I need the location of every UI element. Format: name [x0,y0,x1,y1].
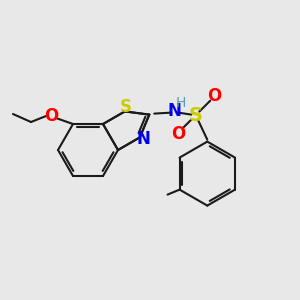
Text: O: O [171,124,185,142]
Text: S: S [188,106,202,125]
Text: N: N [137,130,151,148]
Text: O: O [207,87,221,105]
Text: N: N [167,102,181,120]
Text: H: H [176,96,187,110]
Text: O: O [44,107,58,125]
Text: S: S [120,98,132,116]
